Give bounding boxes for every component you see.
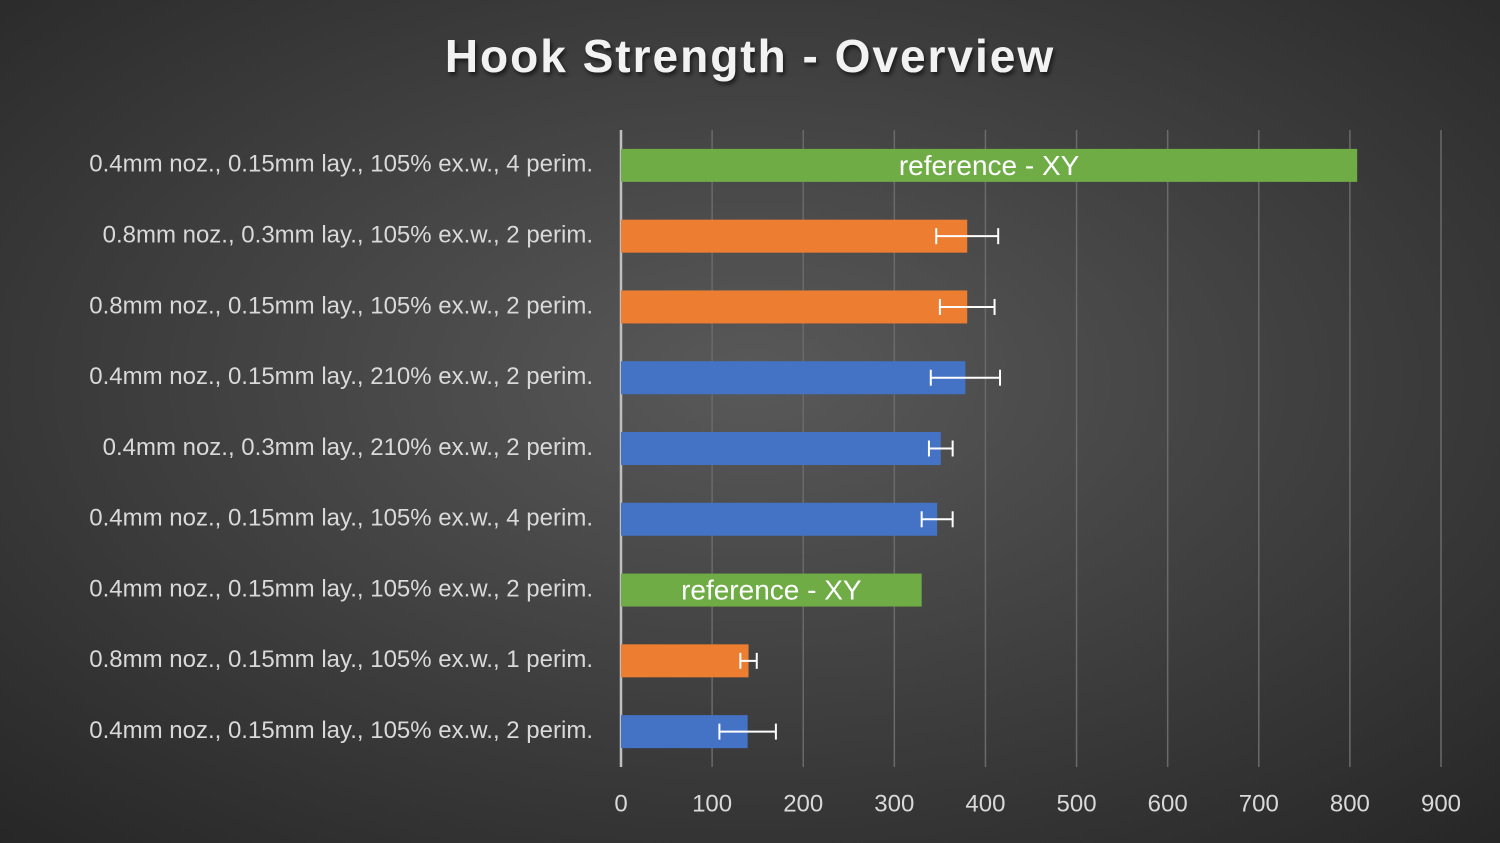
- y-tick-label: 0.4mm noz., 0.15mm lay., 210% ex.w., 2 p…: [89, 363, 593, 390]
- error-bar: [938, 298, 996, 315]
- x-tick-label: 500: [1057, 790, 1097, 817]
- x-tick-label: 200: [783, 790, 823, 817]
- x-tick-label: 100: [692, 790, 732, 817]
- bar: [621, 432, 941, 465]
- bar: [621, 644, 749, 678]
- y-tick-label: 0.4mm noz., 0.15mm lay., 105% ex.w., 2 p…: [89, 717, 593, 744]
- x-tick-label: 600: [1148, 790, 1188, 817]
- chart-title: Hook Strength - Overview: [445, 30, 1055, 82]
- bar: [621, 573, 922, 607]
- y-tick-label: 0.8mm noz., 0.15mm lay., 105% ex.w., 1 p…: [89, 646, 593, 673]
- bar: [621, 502, 938, 536]
- error-bar: [935, 228, 1000, 245]
- bar: [621, 290, 968, 324]
- x-tick-label: 800: [1330, 790, 1370, 817]
- bar: [621, 361, 966, 395]
- bar-label: reference - XY: [899, 150, 1080, 181]
- error-bar: [927, 440, 954, 457]
- bar: [621, 148, 1358, 182]
- bar-label: reference - XY: [681, 574, 862, 605]
- x-tick-label: 700: [1239, 790, 1279, 817]
- y-tick-label: 0.8mm noz., 0.15mm lay., 105% ex.w., 2 p…: [89, 292, 593, 319]
- bar: [621, 219, 968, 253]
- error-bar: [739, 652, 758, 669]
- x-tick-label: 400: [965, 790, 1005, 817]
- y-tick-label: 0.8mm noz., 0.3mm lay., 105% ex.w., 2 pe…: [103, 222, 593, 249]
- y-tick-label: 0.4mm noz., 0.3mm lay., 210% ex.w., 2 pe…: [103, 434, 593, 461]
- y-tick-label: 0.4mm noz., 0.15mm lay., 105% ex.w., 4 p…: [89, 151, 593, 178]
- y-tick-label: 0.4mm noz., 0.15mm lay., 105% ex.w., 4 p…: [89, 505, 593, 532]
- x-tick-label: 900: [1421, 790, 1461, 817]
- error-bar: [920, 511, 954, 528]
- error-bar: [929, 369, 1002, 386]
- x-tick-label: 0: [614, 790, 627, 817]
- y-tick-label: 0.4mm noz., 0.15mm lay., 105% ex.w., 2 p…: [89, 575, 593, 602]
- x-tick-label: 300: [874, 790, 914, 817]
- error-bar: [718, 723, 777, 740]
